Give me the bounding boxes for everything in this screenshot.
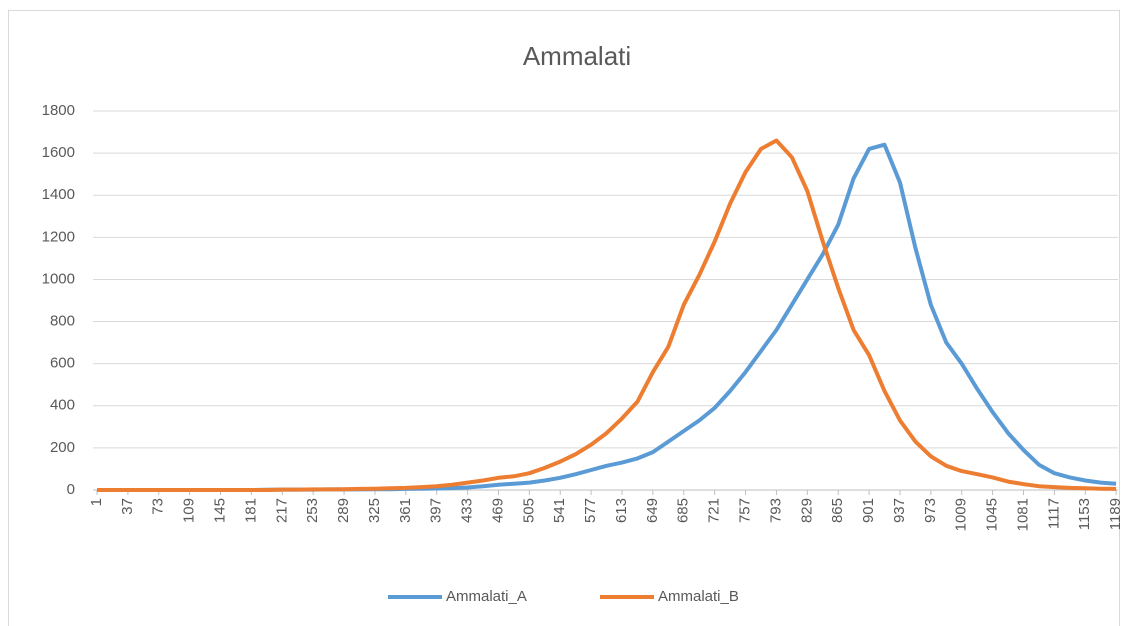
x-tick-label: 1045 — [984, 498, 1001, 531]
x-tick-label: 361 — [397, 498, 414, 523]
x-tick-label: 325 — [366, 498, 383, 523]
x-tick-label: 541 — [551, 498, 568, 523]
x-tick-label: 1009 — [953, 498, 970, 531]
x-tick-label: 289 — [335, 498, 352, 523]
x-tick-label: 73 — [150, 498, 167, 515]
x-tick-label: 505 — [520, 498, 537, 523]
x-tick-label: 829 — [798, 498, 815, 523]
x-tick-label: 1117 — [1045, 498, 1062, 529]
x-tick-label: 1081 — [1014, 498, 1031, 531]
x-tick-label: 757 — [737, 498, 754, 523]
y-tick-label: 400 — [50, 397, 75, 414]
x-tick-label: 145 — [212, 498, 229, 523]
y-tick-label: 1400 — [42, 186, 75, 203]
chart-border — [8, 10, 1120, 626]
x-tick-label: 721 — [706, 498, 723, 523]
y-tick-label: 600 — [50, 355, 75, 372]
y-tick-label: 1000 — [42, 270, 75, 287]
x-tick-label: 793 — [767, 498, 784, 523]
x-tick-label: 469 — [489, 498, 506, 523]
x-tick-label: 937 — [891, 498, 908, 523]
x-tick-label: 865 — [829, 498, 846, 523]
x-tick-label: 397 — [428, 498, 445, 523]
x-tick-label: 1189 — [1107, 498, 1124, 530]
x-tick-label: 613 — [613, 498, 630, 523]
legend-label: Ammalati_A — [446, 588, 527, 605]
x-tick-label: 109 — [181, 498, 198, 523]
y-tick-label: 1600 — [42, 144, 75, 161]
y-tick-label: 0 — [67, 481, 75, 498]
x-tick-label: 1 — [88, 498, 105, 506]
x-tick-label: 217 — [273, 498, 290, 523]
x-tick-label: 901 — [860, 498, 877, 523]
x-tick-label: 685 — [675, 498, 692, 523]
x-tick-label: 649 — [644, 498, 661, 523]
x-tick-label: 577 — [582, 498, 599, 523]
x-tick-label: 37 — [119, 498, 136, 515]
x-tick-label: 253 — [304, 498, 321, 523]
x-tick-label: 433 — [459, 498, 476, 523]
x-tick-label: 973 — [922, 498, 939, 523]
x-tick-label: 181 — [242, 498, 259, 523]
y-tick-label: 200 — [50, 439, 75, 456]
y-tick-label: 1800 — [42, 102, 75, 119]
line-series — [97, 138, 1117, 492]
x-tick-label: 1153 — [1076, 498, 1093, 530]
chart-title: Ammalati — [523, 41, 631, 71]
y-tick-label: 1200 — [42, 228, 75, 245]
y-tick-label: 800 — [50, 313, 75, 330]
legend-label: Ammalati_B — [658, 588, 739, 605]
